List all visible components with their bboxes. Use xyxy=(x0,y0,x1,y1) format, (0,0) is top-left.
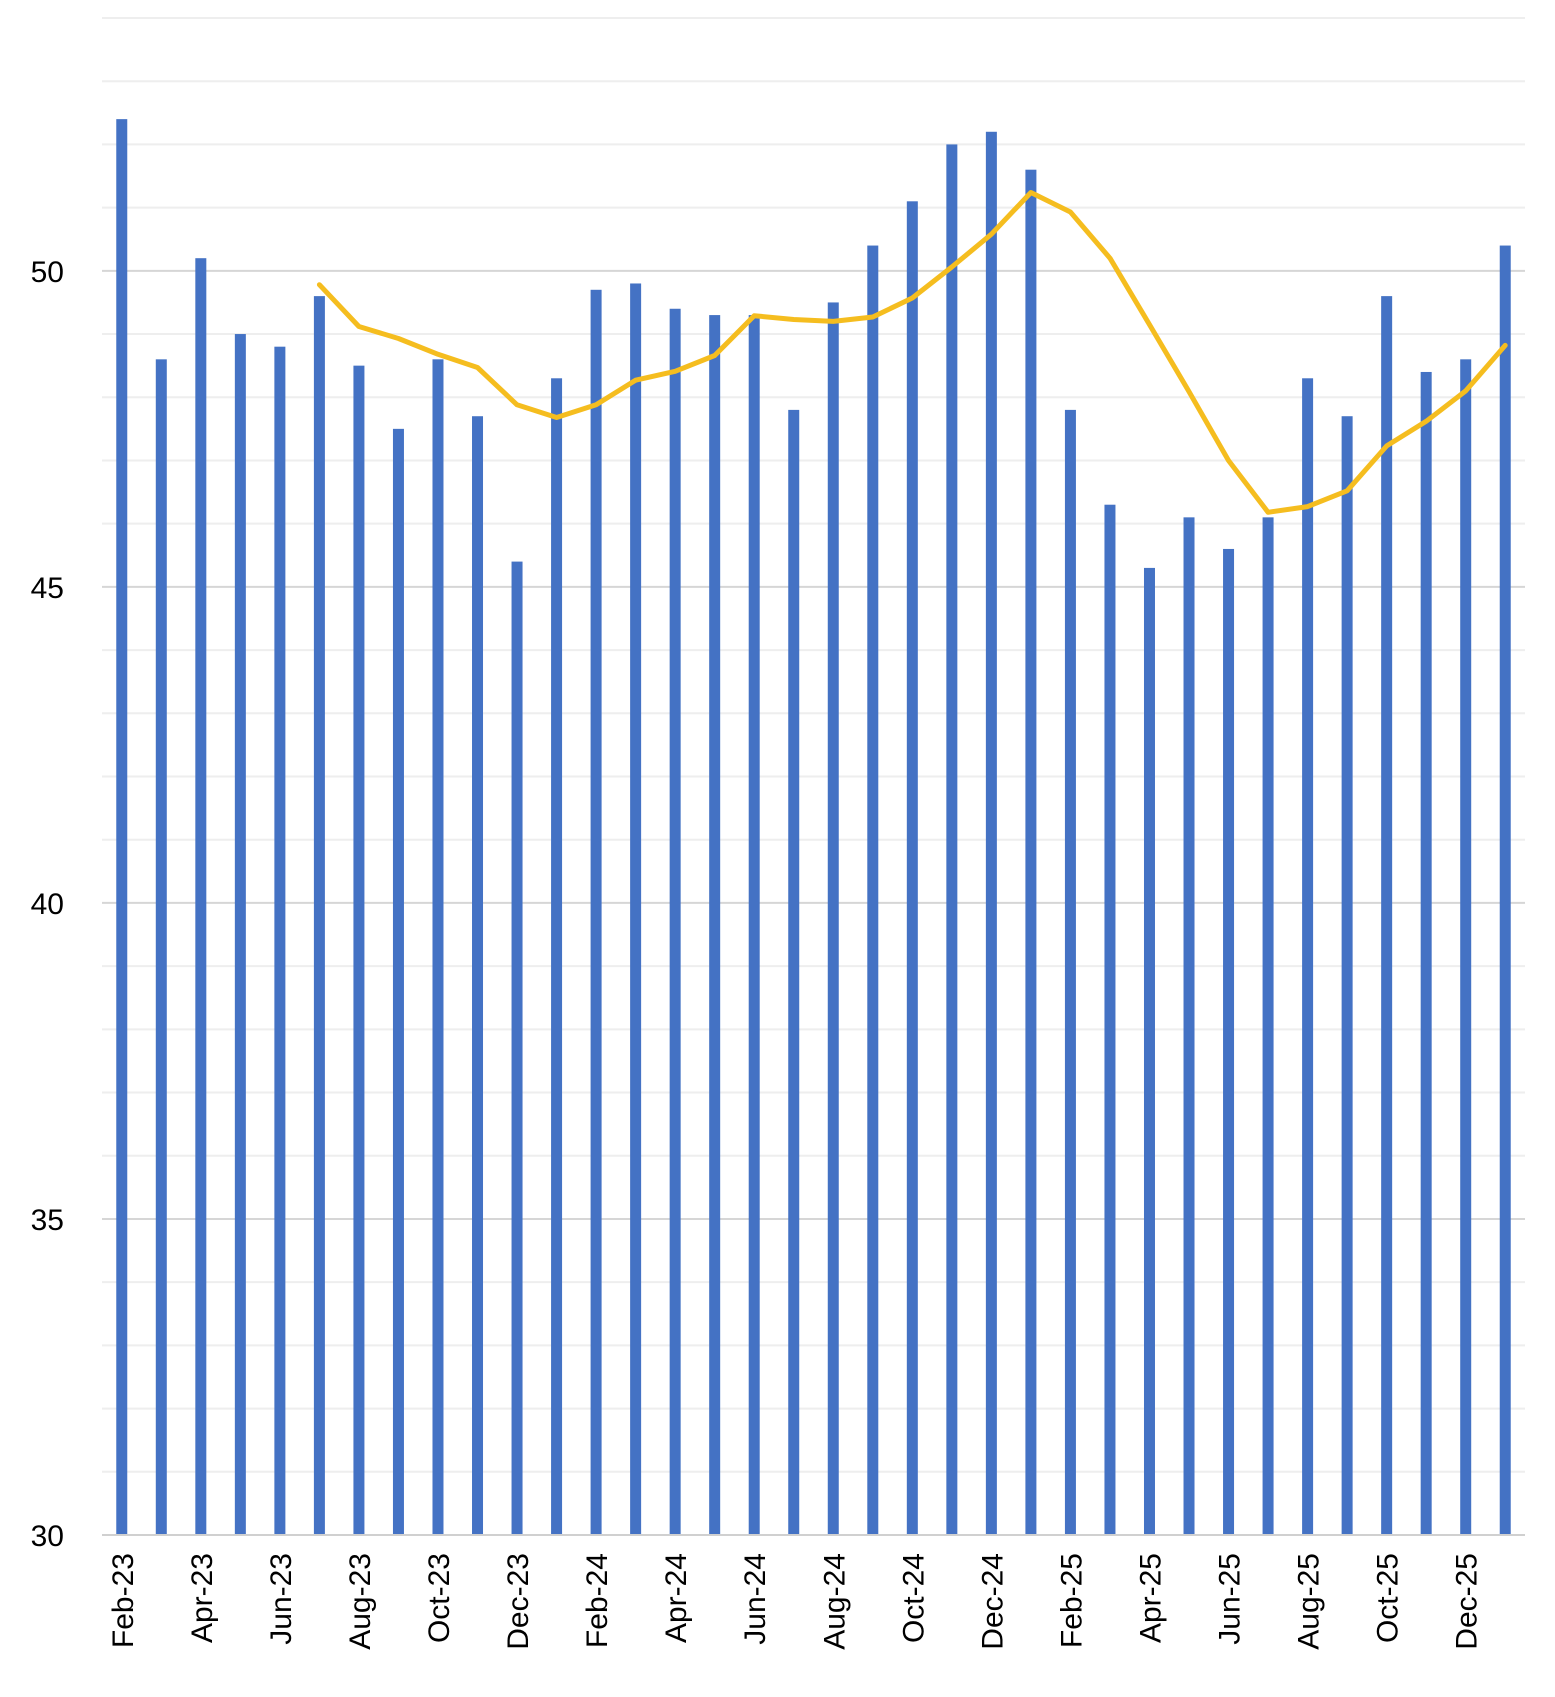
bar xyxy=(234,334,246,1536)
bar xyxy=(946,144,958,1536)
x-tick-label: Dec-25 xyxy=(1451,1553,1484,1650)
x-axis-ticks: Feb-23 Apr-23 Jun-23 Aug-23 Oct-23 Dec-23 Feb-… xyxy=(107,1553,1484,1650)
x-tick-label: Oct-25 xyxy=(1372,1553,1405,1643)
bar-series xyxy=(116,119,1511,1536)
y-tick-label: 50 xyxy=(31,256,64,289)
bar xyxy=(709,315,721,1536)
bar xyxy=(788,409,800,1536)
bar xyxy=(551,378,563,1536)
bar xyxy=(432,359,444,1536)
trend-line xyxy=(316,190,1508,515)
line-series xyxy=(316,190,1508,515)
bar xyxy=(195,258,207,1536)
x-tick-label: Aug-23 xyxy=(344,1553,377,1650)
bar xyxy=(669,308,681,1536)
y-tick-label: 30 xyxy=(31,1520,64,1553)
x-tick-label: Apr-25 xyxy=(1134,1553,1167,1643)
bar xyxy=(313,296,325,1535)
x-tick-label: Feb-25 xyxy=(1055,1553,1088,1648)
y-axis-ticks: 30 35 40 45 50 xyxy=(31,256,64,1553)
y-tick-label: 35 xyxy=(31,1204,64,1237)
x-tick-label: Jun-25 xyxy=(1214,1553,1247,1645)
bar xyxy=(1104,504,1116,1536)
x-tick-label: Oct-23 xyxy=(423,1553,456,1643)
x-tick-label: Aug-25 xyxy=(1293,1553,1326,1650)
x-tick-label: Jun-24 xyxy=(739,1553,772,1645)
x-tick-label: Feb-23 xyxy=(107,1553,140,1648)
x-tick-label: Apr-24 xyxy=(660,1553,693,1643)
bar xyxy=(906,201,918,1535)
bar xyxy=(827,302,839,1535)
y-tick-label: 40 xyxy=(31,888,64,921)
x-tick-label: Feb-24 xyxy=(581,1553,614,1648)
x-tick-label: Dec-23 xyxy=(502,1553,535,1650)
x-tick-label: Apr-23 xyxy=(186,1553,219,1643)
bar xyxy=(1143,567,1155,1535)
bar xyxy=(867,245,879,1535)
bar xyxy=(1381,296,1393,1535)
x-tick-label: Jun-23 xyxy=(265,1553,298,1645)
bar xyxy=(590,289,602,1535)
bar xyxy=(1420,371,1432,1535)
bar xyxy=(630,283,642,1536)
bar xyxy=(274,346,286,1535)
bar xyxy=(116,119,128,1536)
bar xyxy=(1262,517,1274,1535)
bar xyxy=(511,561,523,1535)
bar xyxy=(985,131,997,1535)
bar xyxy=(1302,378,1314,1536)
bar xyxy=(1223,548,1235,1535)
bar xyxy=(353,365,365,1535)
x-tick-label: Oct-24 xyxy=(897,1553,930,1643)
bar xyxy=(1499,245,1511,1535)
bar xyxy=(1341,416,1353,1535)
gridlines xyxy=(102,17,1525,1473)
bar xyxy=(748,315,760,1536)
bar xyxy=(1460,359,1472,1536)
bar xyxy=(155,359,167,1536)
x-tick-label: Aug-24 xyxy=(818,1553,851,1650)
bar xyxy=(392,428,404,1536)
x-tick-label: Dec-24 xyxy=(976,1553,1009,1650)
bar xyxy=(1064,409,1076,1536)
bar xyxy=(472,416,484,1535)
bar xyxy=(1183,517,1195,1535)
bar xyxy=(1025,169,1037,1536)
y-tick-label: 45 xyxy=(31,572,64,605)
